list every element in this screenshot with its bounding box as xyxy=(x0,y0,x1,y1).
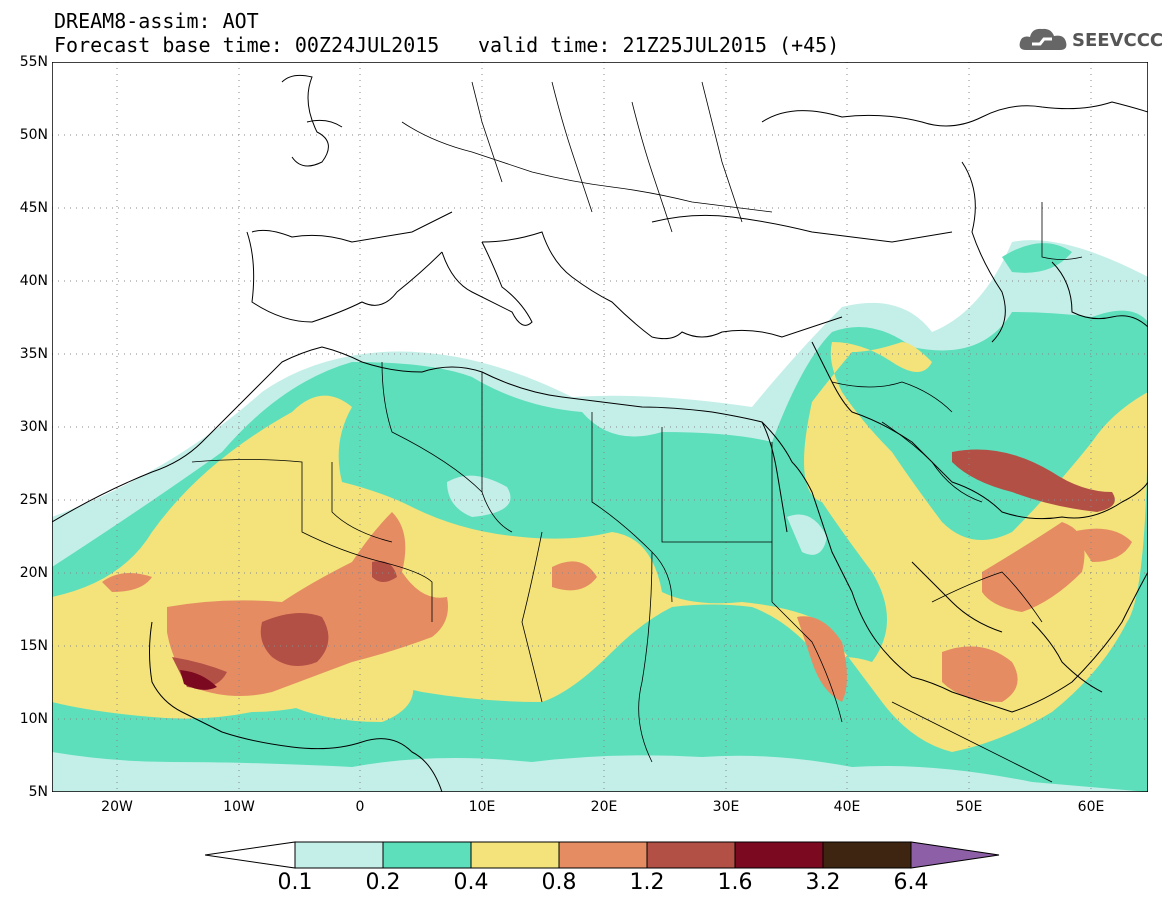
lon-label: 40E xyxy=(833,799,861,815)
coastlines xyxy=(51,74,1149,793)
colorbar-below-arrow xyxy=(204,841,296,869)
colorbar-swatch xyxy=(822,841,912,869)
lat-label: 35N xyxy=(19,346,48,362)
lat-label: 45N xyxy=(19,200,48,216)
lat-label: 15N xyxy=(19,638,48,654)
colorbar-svg xyxy=(204,841,1000,869)
colorbar-label: 0.1 xyxy=(277,870,313,895)
lon-label: 60E xyxy=(1077,799,1105,815)
lat-label: 20N xyxy=(19,565,48,581)
aot-colorbar xyxy=(204,840,1005,870)
cloud-icon xyxy=(1019,28,1067,50)
lat-label: 10N xyxy=(19,711,48,727)
colorbar-label: 3.2 xyxy=(805,870,841,895)
lat-label: 40N xyxy=(19,273,48,289)
colorbar-swatch xyxy=(470,841,560,869)
map-canvas xyxy=(51,61,1149,793)
map-title: DREAM8-assim: AOT xyxy=(54,9,259,33)
lon-label: 10E xyxy=(468,799,496,815)
colorbar-swatch xyxy=(646,841,736,869)
lat-label: 50N xyxy=(19,127,48,143)
lon-label: 20W xyxy=(101,799,133,815)
aot-layer-1-2 xyxy=(172,449,1115,688)
lon-label: 50E xyxy=(955,799,983,815)
colorbar-label: 0.4 xyxy=(453,870,489,895)
colorbar-label: 0.8 xyxy=(541,870,577,895)
lon-label: 0 xyxy=(355,799,365,815)
seevccc-logo: SEEVCCC xyxy=(1018,22,1163,56)
colorbar-above-arrow xyxy=(910,841,1000,869)
logo-text: SEEVCCC xyxy=(1072,30,1164,51)
lat-label: 25N xyxy=(19,492,48,508)
colorbar-swatch xyxy=(558,841,648,869)
lon-label: 30E xyxy=(712,799,740,815)
lon-label: 10W xyxy=(223,799,255,815)
colorbar-label: 1.6 xyxy=(717,870,753,895)
aot-layer-0-8 xyxy=(102,512,1132,702)
valid-time-label: valid time: 21Z25JUL2015 (+45) xyxy=(478,33,840,57)
lat-label: 55N xyxy=(19,54,48,70)
colorbar-label: 0.2 xyxy=(365,870,401,895)
lat-label: 5N xyxy=(28,784,48,800)
aot-layer-1-6 xyxy=(180,670,217,690)
colorbar-swatch xyxy=(734,841,824,869)
base-time-label: Forecast base time: 00Z24JUL2015 xyxy=(54,33,440,57)
colorbar-swatch xyxy=(382,841,472,869)
lat-label: 30N xyxy=(19,419,48,435)
country-borders xyxy=(191,81,1083,783)
colorbar-label: 6.4 xyxy=(893,870,929,895)
lon-label: 20E xyxy=(590,799,618,815)
aot-map xyxy=(51,61,1149,793)
colorbar-label: 1.2 xyxy=(629,870,665,895)
colorbar-swatch xyxy=(294,841,384,869)
